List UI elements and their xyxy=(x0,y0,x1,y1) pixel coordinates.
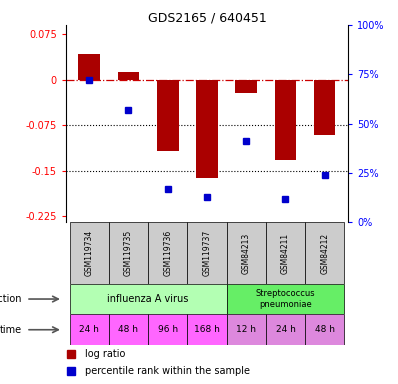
Bar xyxy=(226,314,266,345)
Bar xyxy=(305,314,344,345)
Title: GDS2165 / 640451: GDS2165 / 640451 xyxy=(148,12,266,25)
Text: Streptococcus
pneumoniae: Streptococcus pneumoniae xyxy=(256,289,315,309)
Text: GSM119736: GSM119736 xyxy=(163,230,172,276)
Text: 48 h: 48 h xyxy=(119,325,139,334)
Text: log ratio: log ratio xyxy=(86,349,126,359)
Bar xyxy=(226,222,266,284)
Text: 48 h: 48 h xyxy=(315,325,335,334)
Bar xyxy=(109,314,148,345)
Bar xyxy=(275,79,296,160)
Text: GSM84211: GSM84211 xyxy=(281,232,290,273)
Text: GSM119735: GSM119735 xyxy=(124,230,133,276)
Bar xyxy=(305,222,344,284)
Text: GSM119737: GSM119737 xyxy=(203,230,211,276)
Bar xyxy=(78,54,100,79)
Bar xyxy=(266,222,305,284)
Text: influenza A virus: influenza A virus xyxy=(107,294,189,304)
Text: percentile rank within the sample: percentile rank within the sample xyxy=(86,366,250,376)
Bar xyxy=(196,79,218,178)
Text: 24 h: 24 h xyxy=(79,325,99,334)
Text: GSM84212: GSM84212 xyxy=(320,232,329,273)
Text: 24 h: 24 h xyxy=(275,325,295,334)
Bar xyxy=(70,284,226,314)
Text: 12 h: 12 h xyxy=(236,325,256,334)
Bar xyxy=(226,284,344,314)
Text: 168 h: 168 h xyxy=(194,325,220,334)
Bar xyxy=(157,79,179,151)
Text: 96 h: 96 h xyxy=(158,325,178,334)
Bar xyxy=(70,222,109,284)
Bar xyxy=(70,314,109,345)
Bar xyxy=(109,222,148,284)
Text: time: time xyxy=(0,325,22,335)
Bar xyxy=(148,314,187,345)
Text: GSM84213: GSM84213 xyxy=(242,232,251,274)
Bar xyxy=(314,79,336,136)
Text: infection: infection xyxy=(0,294,22,304)
Bar xyxy=(187,222,226,284)
Bar xyxy=(187,314,226,345)
Bar xyxy=(235,79,257,93)
Bar xyxy=(118,72,139,79)
Bar xyxy=(148,222,187,284)
Bar xyxy=(266,314,305,345)
Text: GSM119734: GSM119734 xyxy=(85,230,94,276)
